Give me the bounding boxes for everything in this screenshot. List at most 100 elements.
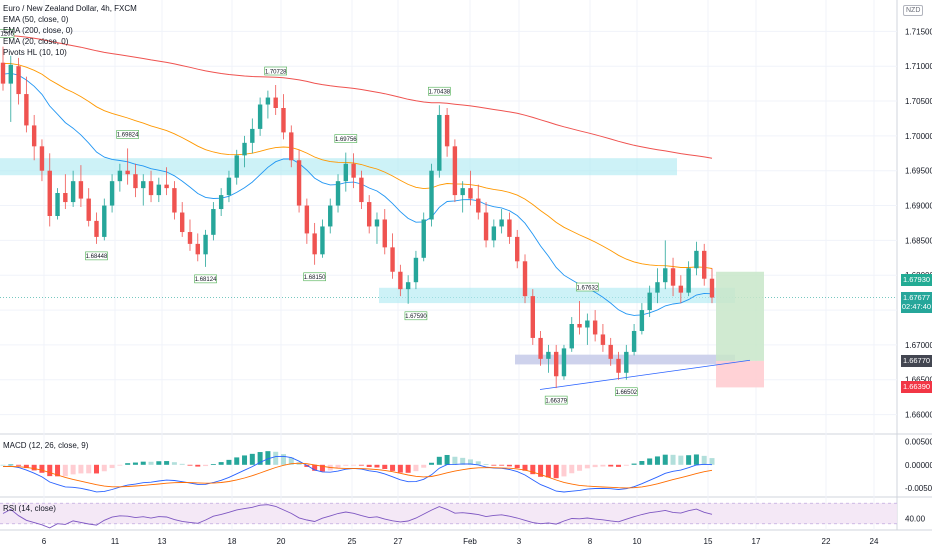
macd-histogram-bar [203,464,209,467]
candle-body [499,219,504,227]
candle-body [250,128,255,143]
candle-body [102,205,107,237]
candle-body [639,310,645,331]
macd-histogram-bar [413,464,419,472]
macd-histogram-bar [156,461,162,465]
candle-body [530,296,536,338]
support-zone [379,287,735,304]
macd-histogram-bar [647,458,653,465]
macd-histogram-bar [639,461,645,465]
macd-histogram-bar [210,464,216,465]
candle-body [156,184,162,196]
macd-histogram-bar [55,464,61,477]
macd-histogram-bar [522,464,528,471]
ema-50-line [2,63,713,269]
pivot-label-box [428,86,451,96]
candle-body [55,193,60,216]
time-tick-label: 24 [870,537,879,546]
currency-badge[interactable]: NZD [903,5,924,16]
macd-tick-label: -0.00500 [905,484,932,493]
macd-histogram-bar [452,456,458,465]
macd-histogram-bar [421,464,427,468]
candle-body [70,181,76,203]
macd-histogram-bar [125,463,131,465]
price-tick-label: 1.67000 [905,341,932,350]
macd-histogram-bar [31,464,37,471]
macd-histogram-bar [358,464,364,466]
time-tick-label: 25 [348,537,357,546]
rsi-tick-label: 40.00 [905,515,926,524]
macd-histogram-bar [662,454,668,465]
macd-histogram-bar [654,456,660,465]
macd-histogram-bar [273,451,279,465]
candle-body [421,219,426,258]
macd-histogram-bar [584,464,590,469]
legend-ema-20[interactable]: EMA (20, close, 0) [3,37,69,46]
candle-body [257,104,263,129]
grid-lines [0,0,932,531]
price-tick-label: 1.70000 [905,132,932,141]
candle-body [553,351,559,377]
macd-histogram-bar [109,464,115,469]
macd-title[interactable]: MACD (12, 26, close, 9) [3,441,89,450]
candle-body [483,212,489,241]
macd-histogram-bar [397,464,403,473]
candle-body [226,177,232,196]
candle-body [86,198,91,221]
pivot-label-box [85,251,108,261]
macd-histogram-bar [553,464,559,479]
legend-ema-50[interactable]: EMA (50, close, 0) [3,15,69,24]
macd-histogram-bar [506,464,512,467]
macd-histogram-bar [164,461,170,465]
candle-body [328,205,333,227]
candle-body [351,163,356,178]
time-tick-label: 22 [822,537,831,546]
macd-histogram-bar [538,464,544,477]
candle-body [413,257,419,283]
candle-body [234,155,239,178]
macd-histogram-bar [514,464,520,469]
macd-histogram-bar [249,453,255,465]
macd-histogram-bar [226,459,232,465]
candle-body [273,97,278,108]
rsi-title[interactable]: RSI (14, close) [3,504,56,513]
macd-histogram-bar [483,464,489,465]
macd-histogram-bar [343,464,349,466]
time-tick-label: 11 [111,537,120,546]
candle-body [289,132,294,161]
macd-histogram-bar [101,464,107,472]
macd-tick-label: 0.00000 [905,461,932,470]
macd-histogram-bar [117,464,123,466]
rsi-band [0,503,897,524]
macd-histogram-bar [405,464,411,473]
macd-histogram-bar [382,464,388,469]
time-tick-label: 18 [228,537,237,546]
candle-body [211,209,216,235]
resistance-zone [0,158,677,176]
macd-histogram-bar [218,462,224,465]
candle-body [444,114,450,147]
candle-body [187,232,193,244]
pivot-label: 1.67590 [405,314,427,320]
legend-pivots[interactable]: Pivots HL (10, 10) [3,48,67,57]
candle-body [203,234,208,255]
macd-histogram-bar [234,457,240,465]
macd-histogram-bar [475,461,481,465]
candle-body [374,219,380,227]
candle-body [164,184,169,189]
macd-tick-label: 0.00500 [905,438,932,447]
stop-loss-box [716,360,764,388]
time-tick-label: 17 [752,537,761,546]
time-tick-label: 15 [704,537,713,546]
chart-title: Euro / New Zealand Dollar, 4h, FXCM [3,4,137,13]
macd-histogram-bar [545,464,551,478]
macd-histogram-bar [148,461,154,465]
macd-histogram-bar [78,464,84,474]
macd-histogram-bar [70,464,76,475]
price-tick-label: 1.69500 [905,167,932,176]
price-tag: 1.66390 [901,381,932,394]
candle-body [78,181,84,199]
macd-histogram-bar [335,464,341,469]
legend-ema-200[interactable]: EMA (200, close, 0) [3,26,73,35]
